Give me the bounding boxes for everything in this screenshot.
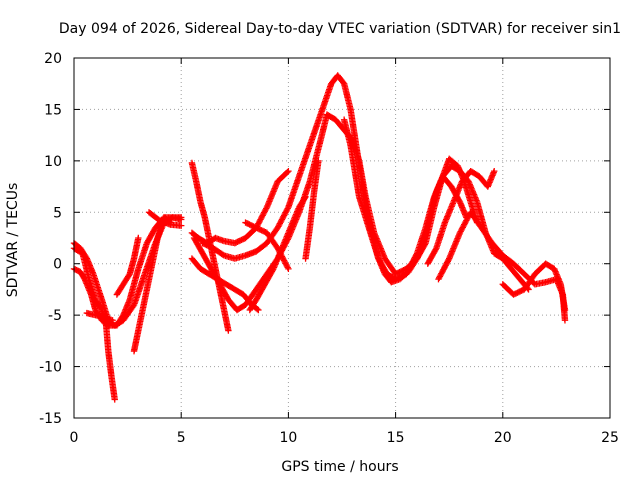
series-track-9 [188, 167, 292, 247]
plot-frame [73, 57, 611, 419]
data-point [561, 317, 569, 324]
y-tick-label: 0 [53, 257, 62, 273]
data-point [178, 222, 185, 229]
series-track-15 [302, 157, 322, 262]
grid-lines [74, 58, 610, 418]
series-track-11 [190, 111, 532, 314]
x-tick-label: 25 [601, 430, 619, 446]
tick-labels: 0 5 10 15 20 25 -15 -10 -5 0 5 10 15 20 [39, 51, 619, 446]
series-track-12 [199, 72, 481, 283]
y-axis-label: SDTVAR / TECUs [5, 183, 21, 298]
axis-ticks [73, 57, 611, 419]
chart-title: Day 094 of 2026, Sidereal Day-to-day VTE… [59, 21, 621, 37]
data-point [285, 167, 292, 175]
data-point [445, 256, 452, 264]
x-tick-label: 20 [494, 430, 512, 446]
data-point [301, 194, 308, 202]
x-tick-label: 15 [387, 430, 405, 446]
data-point [225, 327, 232, 334]
data-point [432, 246, 439, 253]
x-tick-label: 0 [70, 430, 79, 446]
data-point [315, 157, 322, 165]
series-track-16 [340, 116, 470, 286]
y-tick-label: -10 [39, 360, 62, 376]
data-point [561, 306, 569, 314]
data-point [255, 306, 262, 314]
data-point [491, 167, 498, 175]
series-track-14 [246, 193, 309, 314]
data-point [284, 168, 291, 176]
data-point [111, 396, 118, 403]
series-track-18 [435, 209, 569, 324]
series-track-17 [424, 167, 498, 267]
data-point [302, 193, 309, 201]
data-point [254, 305, 261, 313]
series-track-3 [70, 214, 185, 329]
y-tick-label: -15 [39, 411, 62, 427]
y-tick-label: -5 [48, 308, 62, 324]
data-points [70, 72, 569, 403]
y-tick-label: 10 [44, 154, 62, 170]
data-point [178, 214, 185, 221]
series-track-6 [130, 214, 174, 355]
data-point [284, 205, 291, 212]
data-point [263, 205, 270, 212]
data-point [284, 264, 291, 271]
series-track-19 [499, 260, 569, 314]
x-axis-label: GPS time / hours [281, 459, 398, 475]
series-track-4 [83, 309, 116, 324]
data-point [135, 234, 142, 242]
x-tick-label: 10 [279, 430, 297, 446]
series-track-7 [145, 209, 185, 229]
data-point [109, 317, 116, 324]
y-tick-label: 20 [44, 51, 62, 67]
series-track-5 [113, 234, 142, 298]
x-tick-label: 5 [177, 430, 186, 446]
data-point [285, 265, 292, 273]
y-tick-label: 5 [53, 205, 62, 221]
y-tick-label: 15 [44, 102, 62, 118]
series-track-13 [242, 219, 292, 273]
